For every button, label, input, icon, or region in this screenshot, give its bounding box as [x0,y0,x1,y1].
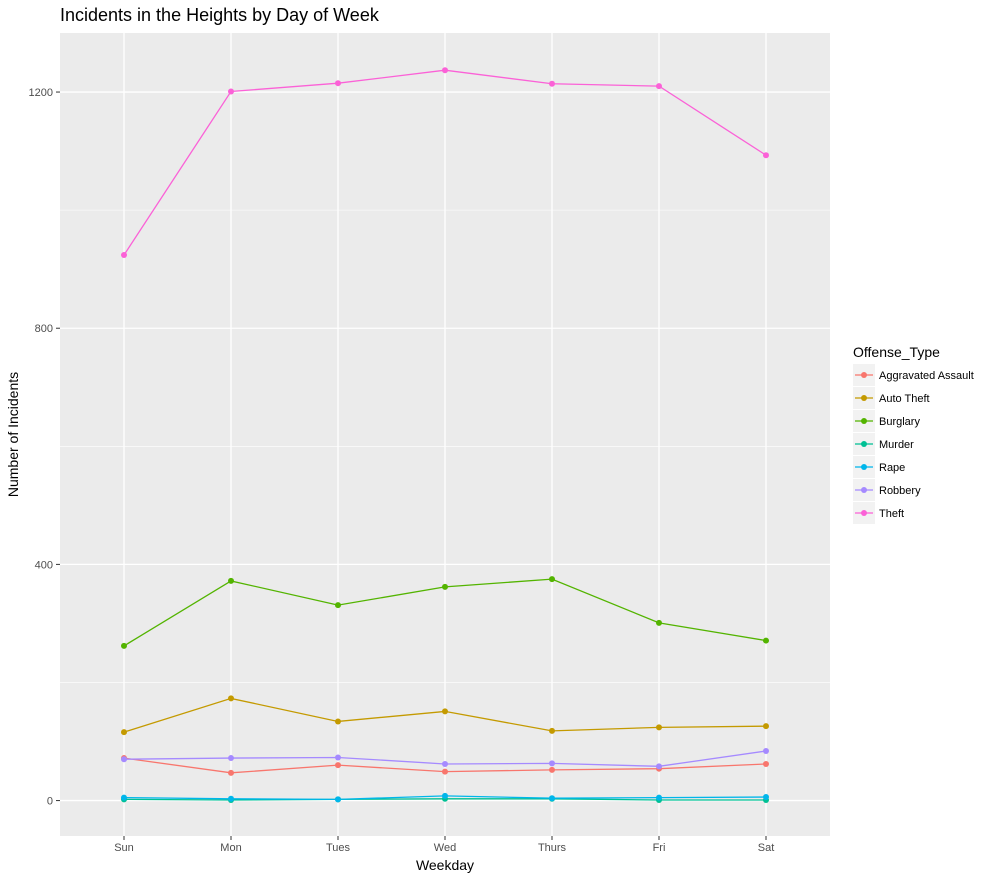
legend-item-aggravated-assault: Aggravated Assault [853,364,974,386]
legend-key-point [861,418,867,424]
x-tick-label: Sat [758,842,775,854]
series-robbery [121,747,769,770]
data-point-auto-theft [335,718,341,725]
legend-item-rape: Rape [853,456,905,478]
data-point-rape [121,794,127,801]
legend-key-point [861,372,867,378]
grid-lines [60,33,830,836]
data-point-theft [121,252,127,259]
x-tick-label: Fri [653,842,666,854]
data-point-burglary [442,583,448,590]
data-point-theft [335,80,341,87]
data-point-burglary [228,577,234,584]
legend-label: Auto Theft [879,393,930,405]
data-point-robbery [763,747,769,754]
data-point-theft [656,83,662,90]
data-point-robbery [656,763,662,770]
y-tick-label: 1200 [29,87,53,99]
series-burglary [121,576,769,649]
legend: Offense_Type Aggravated Assault Auto Thef… [853,344,974,524]
series-group [121,67,769,803]
data-point-theft [228,88,234,95]
legend-label: Rape [879,462,905,474]
data-point-rape [656,794,662,801]
data-point-robbery [228,755,234,762]
legend-item-auto-theft: Auto Theft [853,387,930,409]
legend-label: Aggravated Assault [879,370,974,382]
data-point-rape [763,794,769,801]
legend-key-point [861,487,867,493]
series-theft [121,67,769,259]
data-point-burglary [549,576,555,583]
x-tick-label: Wed [434,842,456,854]
data-point-robbery [442,760,448,767]
data-point-burglary [335,602,341,609]
series-auto-theft [121,695,769,736]
data-point-theft [763,152,769,159]
y-tick-label: 400 [35,559,53,571]
data-point-aggravated-assault [442,768,448,775]
y-axis: 0 400 800 1200 [29,87,60,808]
x-tick-label: Mon [220,842,241,854]
data-point-aggravated-assault [228,769,234,776]
legend-key-point [861,510,867,516]
series-rape [121,792,769,803]
data-point-auto-theft [442,708,448,715]
legend-label: Murder [879,439,914,451]
chart-title: Incidents in the Heights by Day of Week [60,5,380,25]
data-point-auto-theft [656,724,662,731]
data-point-theft [442,67,448,74]
x-axis: Sun Mon Tues Wed Thurs Fri Sat [114,836,774,854]
x-tick-label: Thurs [538,842,567,854]
data-point-aggravated-assault [549,766,555,773]
x-tick-label: Sun [114,842,134,854]
legend-label: Robbery [879,485,921,497]
data-point-rape [228,795,234,802]
data-point-auto-theft [763,723,769,730]
legend-key-point [861,464,867,470]
legend-title: Offense_Type [853,344,940,360]
data-point-aggravated-assault [335,762,341,769]
data-point-burglary [763,637,769,644]
legend-key-point [861,441,867,447]
data-point-rape [335,796,341,803]
data-point-theft [549,80,555,87]
data-point-rape [442,792,448,799]
data-point-burglary [656,619,662,626]
legend-item-theft: Theft [853,502,904,524]
legend-key-point [861,395,867,401]
x-axis-title: Weekday [416,857,474,873]
legend-item-robbery: Robbery [853,479,921,501]
data-point-aggravated-assault [763,760,769,767]
legend-item-burglary: Burglary [853,410,920,432]
data-point-robbery [549,760,555,767]
data-point-rape [549,795,555,802]
legend-label: Burglary [879,416,920,428]
data-point-burglary [121,642,127,649]
data-point-robbery [121,756,127,763]
data-point-auto-theft [121,729,127,736]
legend-label: Theft [879,508,904,520]
legend-item-murder: Murder [853,433,914,455]
x-tick-label: Tues [326,842,351,854]
data-point-robbery [335,754,341,761]
y-tick-label: 800 [35,323,53,335]
data-point-auto-theft [549,727,555,734]
y-axis-title: Number of Incidents [5,372,21,497]
data-point-auto-theft [228,695,234,702]
y-tick-label: 0 [47,796,53,808]
